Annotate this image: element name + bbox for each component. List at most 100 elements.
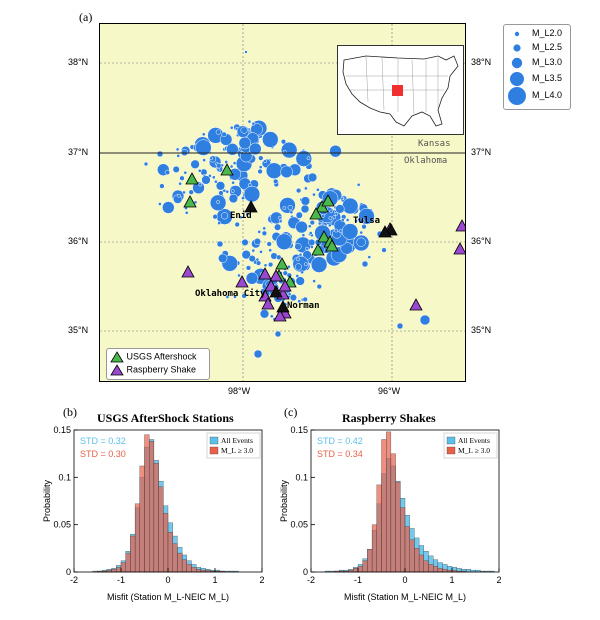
usgs-station: [185, 172, 199, 185]
rshake-triangle-icon: [110, 364, 124, 376]
earthquake-event: [312, 192, 316, 197]
us-inset-map: [337, 45, 464, 135]
earthquake-event: [341, 223, 359, 240]
earthquake-event: [274, 330, 282, 338]
earthquake-event: [274, 223, 282, 231]
histogram-bar-ml-3: [125, 552, 131, 573]
histogram-bar-ml-3: [437, 568, 443, 573]
raspberry-shake-station: [258, 267, 272, 280]
earthquake-event: [312, 279, 316, 283]
earthquake-event: [356, 182, 361, 187]
earthquake-event: [211, 175, 216, 180]
earthquake-event: [261, 230, 268, 236]
lat-tick-right-36: 36°N: [471, 236, 492, 246]
city-label-norman: Norman: [287, 301, 320, 311]
earthquake-event: [177, 193, 181, 198]
x-tick-label: 0: [402, 575, 407, 585]
earthquake-event: [245, 212, 250, 217]
map-canvas: [100, 24, 465, 381]
earthquake-event: [217, 221, 221, 225]
earthquake-event: [182, 190, 186, 195]
magnitude-legend: M_L2.0 M_L2.5 M_L3.0 M_L3.5 M_L4.0: [503, 24, 571, 110]
earthquake-event: [238, 136, 252, 150]
legend-all-events-swatch: [446, 436, 456, 445]
earthquake-event: [340, 242, 353, 255]
earthquake-event: [156, 150, 164, 158]
earthquake-event: [216, 163, 222, 169]
earthquake-event: [176, 154, 181, 158]
usgs-station: [183, 195, 197, 208]
usgs-station: [325, 239, 339, 252]
city-marker: [244, 200, 258, 213]
histogram-svg: -2 -1 0 1 2 0 0.05 0.1 0.15 Misfit (Station M_L-N…: [42, 425, 265, 602]
x-tick-label: -2: [307, 575, 315, 585]
earthquake-event: [244, 50, 248, 54]
earthquake-event: [184, 210, 189, 215]
earthquake-event: [329, 209, 334, 214]
y-tick-label: 0.05: [53, 520, 71, 530]
earthquake-event: [273, 178, 279, 185]
raspberry-shake-station: [235, 275, 249, 288]
station-legend: USGS Aftershock Raspberry Shake: [106, 348, 210, 380]
earthquake-event: [237, 273, 241, 278]
earthquake-event: [332, 215, 337, 219]
lat-tick-left-37: 37°N: [68, 147, 89, 157]
earthquake-event: [215, 181, 226, 191]
legend-all-events-label: All Events: [221, 436, 253, 445]
legend-ml3-label: M_L ≥ 3.0: [458, 446, 490, 455]
earthquake-event: [356, 237, 366, 247]
earthquake-event: [359, 230, 364, 235]
histogram-bar-ml-3: [144, 434, 150, 573]
x-tick-label: 1: [212, 575, 217, 585]
histogram-bar-ml-3: [442, 569, 448, 573]
histogram-bar-ml-3: [191, 567, 197, 573]
usgs-station: [317, 230, 331, 243]
earthquake-event: [249, 142, 262, 156]
lon-tick-98: 98°W: [228, 386, 251, 396]
x-axis-label: Misfit (Station M_L-NEIC M_L): [107, 592, 229, 602]
earthquake-event: [327, 223, 332, 228]
legend-ml3-swatch: [446, 446, 456, 455]
city-marker: [276, 300, 290, 313]
raspberry-shake-station: [269, 269, 283, 282]
histogram-bar-ml-3: [390, 453, 396, 573]
earthquake-event: [257, 168, 263, 175]
earthquake-event: [255, 260, 262, 266]
lat-tick-left-35: 35°N: [68, 325, 89, 335]
earthquake-event: [287, 204, 293, 211]
legend-usgs-row: USGS Aftershock: [107, 351, 197, 363]
station-markers: [181, 163, 465, 322]
earthquake-event: [300, 270, 304, 275]
lat-tick-right-35: 35°N: [471, 325, 492, 335]
usgs-station: [309, 207, 323, 220]
earthquake-event: [221, 131, 227, 138]
earthquake-event: [307, 172, 318, 183]
earthquake-event: [361, 260, 369, 268]
legend-ml3-label: M_L ≥ 3.0: [221, 446, 253, 455]
earthquake-event: [316, 187, 320, 192]
earthquake-event: [225, 189, 230, 194]
earthquake-event: [230, 189, 235, 193]
earthquake-event: [224, 160, 229, 164]
legend-rshake-label: Raspberry Shake: [126, 364, 197, 375]
usgs-station: [315, 200, 329, 213]
earthquake-event: [275, 233, 293, 250]
y-tick-label: 0: [303, 567, 308, 577]
earthquake-event: [308, 238, 316, 246]
earthquake-event: [338, 229, 343, 233]
earthquake-event: [267, 261, 274, 268]
histogram-bar-ml-3: [362, 560, 368, 573]
usgs-station: [275, 257, 289, 270]
earthquake-event: [300, 196, 311, 206]
mag-legend-3.0: M_L3.0: [532, 57, 563, 67]
magnitude-circles: [508, 31, 526, 105]
earthquake-event: [361, 224, 367, 230]
y-tick-label: 0.1: [295, 472, 308, 482]
histogram-bar-ml-3: [158, 486, 164, 573]
earthquake-event: [198, 182, 203, 187]
earthquake-event: [245, 265, 252, 271]
earthquake-event: [294, 263, 302, 271]
earthquake-event: [329, 144, 342, 158]
earthquake-event: [201, 175, 211, 185]
earthquake-event: [251, 121, 256, 126]
